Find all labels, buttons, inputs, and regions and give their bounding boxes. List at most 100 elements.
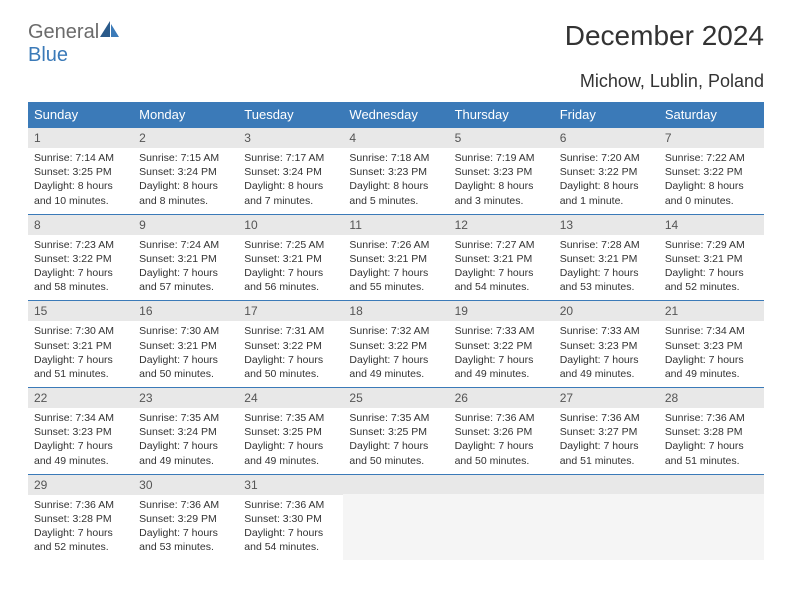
calendar-day-cell: 7Sunrise: 7:22 AMSunset: 3:22 PMDaylight…	[659, 128, 764, 215]
day-number: 23	[133, 388, 238, 408]
day-info: Sunrise: 7:34 AMSunset: 3:23 PMDaylight:…	[28, 408, 133, 474]
calendar-day-cell: 31Sunrise: 7:36 AMSunset: 3:30 PMDayligh…	[238, 474, 343, 560]
day-info: Sunrise: 7:36 AMSunset: 3:30 PMDaylight:…	[238, 495, 343, 561]
day-info: Sunrise: 7:24 AMSunset: 3:21 PMDaylight:…	[133, 235, 238, 301]
day-info: Sunrise: 7:17 AMSunset: 3:24 PMDaylight:…	[238, 148, 343, 214]
calendar-day-cell: 15Sunrise: 7:30 AMSunset: 3:21 PMDayligh…	[28, 301, 133, 388]
calendar-day-cell	[343, 474, 448, 560]
calendar-week-row: 22Sunrise: 7:34 AMSunset: 3:23 PMDayligh…	[28, 388, 764, 475]
calendar-week-row: 8Sunrise: 7:23 AMSunset: 3:22 PMDaylight…	[28, 214, 764, 301]
calendar-day-cell: 22Sunrise: 7:34 AMSunset: 3:23 PMDayligh…	[28, 388, 133, 475]
weekday-header: Saturday	[659, 102, 764, 128]
day-number: 26	[449, 388, 554, 408]
calendar-week-row: 15Sunrise: 7:30 AMSunset: 3:21 PMDayligh…	[28, 301, 764, 388]
day-number: 3	[238, 128, 343, 148]
day-number: 17	[238, 301, 343, 321]
day-info: Sunrise: 7:30 AMSunset: 3:21 PMDaylight:…	[133, 321, 238, 387]
calendar-day-cell: 20Sunrise: 7:33 AMSunset: 3:23 PMDayligh…	[554, 301, 659, 388]
day-info: Sunrise: 7:19 AMSunset: 3:23 PMDaylight:…	[449, 148, 554, 214]
calendar-day-cell: 18Sunrise: 7:32 AMSunset: 3:22 PMDayligh…	[343, 301, 448, 388]
day-number: 13	[554, 215, 659, 235]
day-info: Sunrise: 7:36 AMSunset: 3:27 PMDaylight:…	[554, 408, 659, 474]
calendar-day-cell: 24Sunrise: 7:35 AMSunset: 3:25 PMDayligh…	[238, 388, 343, 475]
day-number: 6	[554, 128, 659, 148]
weekday-header: Monday	[133, 102, 238, 128]
day-info: Sunrise: 7:32 AMSunset: 3:22 PMDaylight:…	[343, 321, 448, 387]
day-info: Sunrise: 7:26 AMSunset: 3:21 PMDaylight:…	[343, 235, 448, 301]
empty-day	[449, 475, 554, 494]
day-info: Sunrise: 7:27 AMSunset: 3:21 PMDaylight:…	[449, 235, 554, 301]
calendar-day-cell: 4Sunrise: 7:18 AMSunset: 3:23 PMDaylight…	[343, 128, 448, 215]
day-info: Sunrise: 7:18 AMSunset: 3:23 PMDaylight:…	[343, 148, 448, 214]
day-number: 31	[238, 475, 343, 495]
day-number: 29	[28, 475, 133, 495]
day-number: 28	[659, 388, 764, 408]
day-info: Sunrise: 7:31 AMSunset: 3:22 PMDaylight:…	[238, 321, 343, 387]
day-info: Sunrise: 7:15 AMSunset: 3:24 PMDaylight:…	[133, 148, 238, 214]
day-info: Sunrise: 7:36 AMSunset: 3:29 PMDaylight:…	[133, 495, 238, 561]
calendar-day-cell: 30Sunrise: 7:36 AMSunset: 3:29 PMDayligh…	[133, 474, 238, 560]
empty-day	[554, 475, 659, 494]
calendar-day-cell: 10Sunrise: 7:25 AMSunset: 3:21 PMDayligh…	[238, 214, 343, 301]
calendar-day-cell: 29Sunrise: 7:36 AMSunset: 3:28 PMDayligh…	[28, 474, 133, 560]
calendar-table: SundayMondayTuesdayWednesdayThursdayFrid…	[28, 102, 764, 560]
empty-day	[659, 475, 764, 494]
location-label: Michow, Lublin, Poland	[28, 71, 764, 92]
day-number: 9	[133, 215, 238, 235]
calendar-day-cell: 3Sunrise: 7:17 AMSunset: 3:24 PMDaylight…	[238, 128, 343, 215]
day-info: Sunrise: 7:33 AMSunset: 3:23 PMDaylight:…	[554, 321, 659, 387]
day-number: 12	[449, 215, 554, 235]
day-number: 25	[343, 388, 448, 408]
day-number: 19	[449, 301, 554, 321]
day-info: Sunrise: 7:22 AMSunset: 3:22 PMDaylight:…	[659, 148, 764, 214]
day-number: 2	[133, 128, 238, 148]
calendar-day-cell: 1Sunrise: 7:14 AMSunset: 3:25 PMDaylight…	[28, 128, 133, 215]
calendar-day-cell: 19Sunrise: 7:33 AMSunset: 3:22 PMDayligh…	[449, 301, 554, 388]
page-title: December 2024	[565, 20, 764, 52]
day-number: 24	[238, 388, 343, 408]
day-info: Sunrise: 7:35 AMSunset: 3:25 PMDaylight:…	[343, 408, 448, 474]
day-info: Sunrise: 7:28 AMSunset: 3:21 PMDaylight:…	[554, 235, 659, 301]
calendar-day-cell	[449, 474, 554, 560]
calendar-day-cell: 23Sunrise: 7:35 AMSunset: 3:24 PMDayligh…	[133, 388, 238, 475]
day-number: 4	[343, 128, 448, 148]
calendar-day-cell: 8Sunrise: 7:23 AMSunset: 3:22 PMDaylight…	[28, 214, 133, 301]
weekday-header: Sunday	[28, 102, 133, 128]
logo-text-1: General	[28, 21, 99, 43]
calendar-day-cell: 14Sunrise: 7:29 AMSunset: 3:21 PMDayligh…	[659, 214, 764, 301]
calendar-day-cell: 21Sunrise: 7:34 AMSunset: 3:23 PMDayligh…	[659, 301, 764, 388]
calendar-day-cell: 28Sunrise: 7:36 AMSunset: 3:28 PMDayligh…	[659, 388, 764, 475]
logo: General Blue	[28, 20, 121, 67]
day-number: 30	[133, 475, 238, 495]
day-number: 11	[343, 215, 448, 235]
day-number: 20	[554, 301, 659, 321]
calendar-day-cell: 25Sunrise: 7:35 AMSunset: 3:25 PMDayligh…	[343, 388, 448, 475]
calendar-day-cell: 27Sunrise: 7:36 AMSunset: 3:27 PMDayligh…	[554, 388, 659, 475]
calendar-day-cell: 26Sunrise: 7:36 AMSunset: 3:26 PMDayligh…	[449, 388, 554, 475]
logo-sail-icon	[99, 20, 121, 43]
weekday-header: Friday	[554, 102, 659, 128]
calendar-day-cell: 5Sunrise: 7:19 AMSunset: 3:23 PMDaylight…	[449, 128, 554, 215]
day-number: 18	[343, 301, 448, 321]
day-number: 21	[659, 301, 764, 321]
calendar-day-cell: 12Sunrise: 7:27 AMSunset: 3:21 PMDayligh…	[449, 214, 554, 301]
day-number: 27	[554, 388, 659, 408]
day-info: Sunrise: 7:14 AMSunset: 3:25 PMDaylight:…	[28, 148, 133, 214]
day-info: Sunrise: 7:35 AMSunset: 3:24 PMDaylight:…	[133, 408, 238, 474]
day-info: Sunrise: 7:25 AMSunset: 3:21 PMDaylight:…	[238, 235, 343, 301]
weekday-header: Wednesday	[343, 102, 448, 128]
day-info: Sunrise: 7:29 AMSunset: 3:21 PMDaylight:…	[659, 235, 764, 301]
day-number: 5	[449, 128, 554, 148]
day-info: Sunrise: 7:33 AMSunset: 3:22 PMDaylight:…	[449, 321, 554, 387]
day-info: Sunrise: 7:36 AMSunset: 3:28 PMDaylight:…	[28, 495, 133, 561]
day-number: 22	[28, 388, 133, 408]
day-info: Sunrise: 7:23 AMSunset: 3:22 PMDaylight:…	[28, 235, 133, 301]
calendar-day-cell: 6Sunrise: 7:20 AMSunset: 3:22 PMDaylight…	[554, 128, 659, 215]
weekday-header: Thursday	[449, 102, 554, 128]
calendar-week-row: 29Sunrise: 7:36 AMSunset: 3:28 PMDayligh…	[28, 474, 764, 560]
day-number: 8	[28, 215, 133, 235]
day-number: 15	[28, 301, 133, 321]
calendar-week-row: 1Sunrise: 7:14 AMSunset: 3:25 PMDaylight…	[28, 128, 764, 215]
calendar-day-cell: 17Sunrise: 7:31 AMSunset: 3:22 PMDayligh…	[238, 301, 343, 388]
calendar-day-cell: 9Sunrise: 7:24 AMSunset: 3:21 PMDaylight…	[133, 214, 238, 301]
